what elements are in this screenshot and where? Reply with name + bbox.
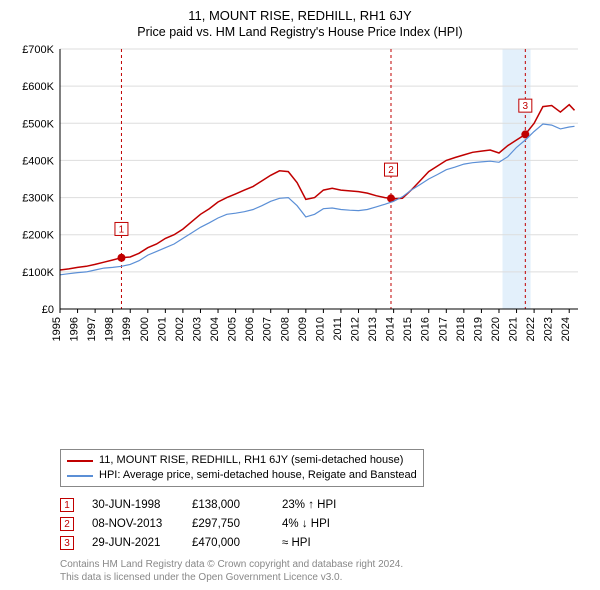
svg-text:2013: 2013 [367,317,379,341]
event-row: 1 30-JUN-1998£138,00023% ↑ HPI [60,498,588,512]
svg-text:2020: 2020 [490,317,502,341]
price-chart: £0 £100K £200K £300K £400K £500K £600K £700K 199… [12,43,588,363]
events-table: 1 30-JUN-1998£138,00023% ↑ HPI 2 08-NOV-201… [60,493,588,555]
svg-text:2007: 2007 [262,317,274,341]
svg-text:£0: £0 [42,304,54,316]
svg-text:2018: 2018 [455,317,467,341]
event-marker-2-icon: 2 [60,517,74,531]
svg-text:2022: 2022 [525,317,537,341]
footer-line-1: Contains HM Land Registry data © Crown c… [60,559,588,572]
svg-text:£500K: £500K [22,118,54,130]
event-date: 08-NOV-2013 [92,518,192,530]
legend-label-1: 11, MOUNT RISE, REDHILL, RH1 6JY (semi-d… [99,453,403,468]
legend-swatch-1 [67,460,93,462]
svg-text:1: 1 [119,224,125,235]
svg-text:2014: 2014 [385,317,397,341]
legend-label-2: HPI: Average price, semi-detached house,… [99,468,417,483]
event-marker-3-icon: 3 [60,536,74,550]
page-title: 11, MOUNT RISE, REDHILL, RH1 6JY [12,8,588,23]
svg-text:1998: 1998 [104,317,116,341]
svg-text:£400K: £400K [22,155,54,167]
svg-text:£200K: £200K [22,230,54,242]
event-delta: 4% ↓ HPI [282,518,402,530]
svg-text:2011: 2011 [332,317,344,341]
footer-attribution: Contains HM Land Registry data © Crown c… [60,559,588,584]
svg-text:2: 2 [388,165,394,176]
svg-text:2024: 2024 [560,317,572,341]
svg-text:2015: 2015 [402,317,414,341]
legend-item-hpi: HPI: Average price, semi-detached house,… [67,468,417,483]
chart-container: £0 £100K £200K £300K £400K £500K £600K £700K 199… [12,43,588,445]
svg-text:1996: 1996 [69,317,81,341]
svg-text:1999: 1999 [121,317,133,341]
event-price: £470,000 [192,537,282,549]
legend-swatch-2 [67,475,93,477]
event-date: 30-JUN-1998 [92,499,192,511]
svg-text:2003: 2003 [191,317,203,341]
svg-text:2004: 2004 [209,317,221,341]
svg-text:2010: 2010 [314,317,326,341]
event-price: £138,000 [192,499,282,511]
svg-text:2008: 2008 [279,317,291,341]
footer-line-2: This data is licensed under the Open Gov… [60,572,588,585]
svg-text:3: 3 [523,101,529,112]
svg-text:£700K: £700K [22,44,54,56]
event-row: 3 29-JUN-2021£470,000≈ HPI [60,536,588,550]
svg-text:1995: 1995 [51,317,63,341]
svg-text:2023: 2023 [543,317,555,341]
svg-text:2017: 2017 [437,317,449,341]
svg-text:2002: 2002 [174,317,186,341]
svg-text:£100K: £100K [22,267,54,279]
svg-text:2001: 2001 [156,317,168,341]
svg-text:£600K: £600K [22,81,54,93]
svg-text:2009: 2009 [297,317,309,341]
svg-text:2005: 2005 [227,317,239,341]
svg-text:2012: 2012 [350,317,362,341]
event-marker-1-icon: 1 [60,498,74,512]
svg-text:2016: 2016 [420,317,432,341]
svg-text:2000: 2000 [139,317,151,341]
svg-text:2021: 2021 [508,317,520,341]
event-date: 29-JUN-2021 [92,537,192,549]
svg-text:£300K: £300K [22,193,54,205]
svg-text:2019: 2019 [472,317,484,341]
svg-text:1997: 1997 [86,317,98,341]
event-row: 2 08-NOV-2013£297,7504% ↓ HPI [60,517,588,531]
event-delta: ≈ HPI [282,537,402,549]
svg-text:2006: 2006 [244,317,256,341]
legend: 11, MOUNT RISE, REDHILL, RH1 6JY (semi-d… [60,449,424,487]
event-delta: 23% ↑ HPI [282,499,402,511]
page-subtitle: Price paid vs. HM Land Registry's House … [12,25,588,39]
event-price: £297,750 [192,518,282,530]
legend-item-price-paid: 11, MOUNT RISE, REDHILL, RH1 6JY (semi-d… [67,453,417,468]
